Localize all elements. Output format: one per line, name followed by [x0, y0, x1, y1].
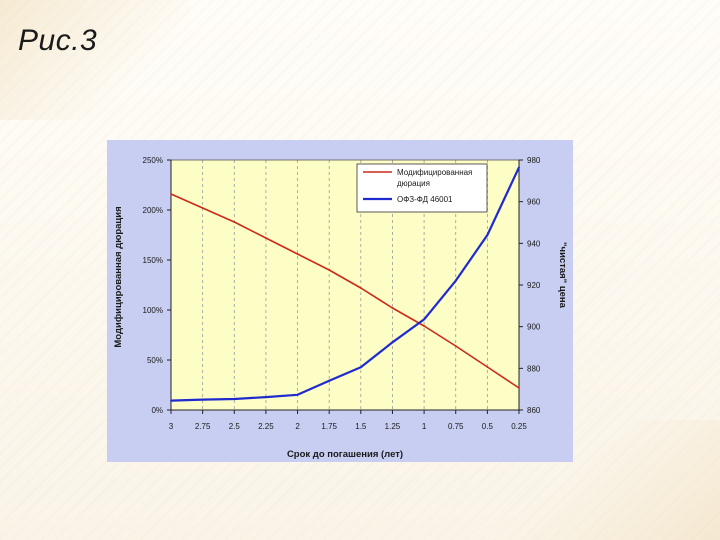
data-point-duration — [233, 221, 236, 223]
x-tick-label: 0.75 — [448, 422, 464, 431]
right-axis-title: "чистая" цена — [557, 242, 568, 309]
left-axis-title: Модифицированная дюрация — [113, 206, 124, 347]
right-tick-label: 980 — [527, 156, 541, 165]
x-tick-label: 1.25 — [385, 422, 401, 431]
series-line-duration — [170, 193, 520, 389]
data-point-price — [296, 393, 299, 396]
slide-title: Рис.3 — [18, 24, 98, 57]
data-point-price — [423, 318, 425, 321]
data-point-price — [518, 166, 520, 169]
x-tick-label: 2 — [295, 422, 300, 431]
data-point-duration — [359, 287, 362, 289]
x-tick-label: 1.5 — [355, 422, 367, 431]
left-tick-label: 0% — [151, 406, 163, 415]
data-point-price — [391, 341, 394, 344]
data-point-price — [328, 379, 331, 382]
left-tick-label: 250% — [143, 156, 163, 165]
chart-area: 0% 50% 100% 150% 200% 250% 860 880 900 920 940 960 9… — [107, 140, 573, 462]
x-tick-label: 2.25 — [258, 422, 274, 431]
chart-legend: Модифицированная дюрация ОФЗ-ФД 46001 — [356, 163, 488, 213]
data-point-duration — [423, 325, 425, 327]
data-point-price — [170, 399, 172, 402]
line-chart: 0% 50% 100% 150% 200% 250% 860 880 900 920 940 960 9… — [113, 156, 568, 460]
slide-corner-decoration — [0, 0, 190, 120]
data-point-duration — [328, 269, 331, 271]
data-point-duration — [296, 253, 299, 255]
right-tick-label: 880 — [527, 364, 541, 373]
data-point-duration — [201, 207, 204, 209]
data-point-price — [201, 398, 204, 401]
left-tick-label: 50% — [147, 356, 163, 365]
left-tick-label: 150% — [143, 256, 163, 265]
x-axis-title: Срок до погашения (лет) — [287, 449, 403, 460]
right-tick-label: 900 — [527, 323, 541, 332]
data-point-price — [265, 396, 267, 398]
x-tick-label: 0.5 — [482, 422, 494, 431]
data-point-duration — [518, 387, 520, 389]
data-point-duration — [454, 345, 457, 347]
series-lines — [170, 166, 520, 402]
right-tick-label: 940 — [527, 239, 541, 248]
right-tick-label: 920 — [527, 281, 541, 290]
x-tick-label: 2.5 — [229, 422, 241, 431]
x-tick-label: 1.75 — [321, 422, 337, 431]
data-point-price — [359, 366, 362, 369]
x-tick-label: 3 — [169, 422, 174, 431]
data-point-price — [233, 398, 236, 400]
data-point-duration — [486, 366, 489, 368]
right-tick-label: 960 — [527, 198, 541, 207]
legend-label-price: ОФЗ-ФД 46001 — [397, 195, 453, 204]
data-point-duration — [391, 307, 394, 309]
data-point-price — [454, 279, 457, 282]
axes: 0% 50% 100% 150% 200% 250% 860 880 900 920 940 960 9… — [143, 156, 541, 431]
left-tick-label: 100% — [143, 306, 163, 315]
left-tick-label: 200% — [143, 206, 163, 215]
right-tick-label: 860 — [527, 406, 541, 415]
x-tick-label: 1 — [422, 422, 427, 431]
x-tick-label: 2.75 — [195, 422, 211, 431]
data-point-price — [486, 234, 489, 236]
data-point-duration — [265, 237, 267, 239]
data-point-duration — [170, 193, 172, 195]
legend-label-duration: Модифицированная — [397, 168, 472, 177]
x-tick-label: 0.25 — [511, 422, 527, 431]
legend-label-duration: дюрация — [397, 179, 430, 188]
series-line-price — [170, 166, 520, 402]
